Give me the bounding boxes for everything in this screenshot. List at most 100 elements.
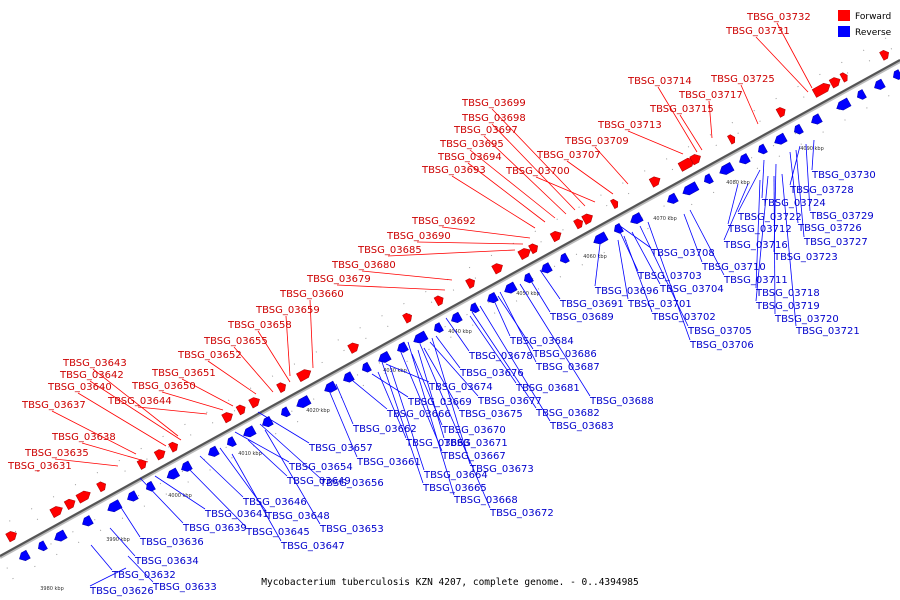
forward-gene-arrow[interactable] xyxy=(75,489,93,504)
forward-gene-label[interactable]: TBSG_03693 xyxy=(421,165,486,176)
forward-gene-label[interactable]: TBSG_03709 xyxy=(564,136,629,147)
forward-gene-label[interactable]: TBSG_03680 xyxy=(331,260,396,271)
reverse-gene-label[interactable]: TBSG_03712 xyxy=(727,224,792,235)
forward-gene-label[interactable]: TBSG_03731 xyxy=(725,26,790,37)
forward-gene-arrow[interactable] xyxy=(610,198,620,209)
reverse-gene-label[interactable]: TBSG_03684 xyxy=(509,336,574,347)
forward-gene-label[interactable]: TBSG_03652 xyxy=(177,350,242,361)
forward-gene-arrow[interactable] xyxy=(549,229,563,243)
forward-gene-label[interactable]: TBSG_03699 xyxy=(461,98,526,109)
forward-gene-label[interactable]: TBSG_03637 xyxy=(21,400,86,411)
reverse-gene-label[interactable]: TBSG_03675 xyxy=(458,409,523,420)
forward-gene-arrow[interactable] xyxy=(839,71,850,83)
reverse-gene-arrow[interactable] xyxy=(144,480,156,493)
reverse-gene-arrow[interactable] xyxy=(702,173,714,186)
reverse-gene-label[interactable]: TBSG_03647 xyxy=(280,541,345,552)
forward-gene-arrow[interactable] xyxy=(63,497,77,511)
reverse-gene-label[interactable]: TBSG_03668 xyxy=(453,495,518,506)
reverse-gene-label[interactable]: TBSG_03639 xyxy=(182,523,247,534)
forward-gene-arrow[interactable] xyxy=(235,403,247,416)
forward-gene-arrow[interactable] xyxy=(581,212,595,225)
reverse-gene-label[interactable]: TBSG_03636 xyxy=(139,537,204,548)
reverse-gene-label[interactable]: TBSG_03711 xyxy=(723,275,788,286)
reverse-gene-label[interactable]: TBSG_03681 xyxy=(515,383,580,394)
forward-gene-label[interactable]: TBSG_03679 xyxy=(306,274,371,285)
reverse-gene-arrow[interactable] xyxy=(855,89,867,101)
forward-gene-arrow[interactable] xyxy=(276,381,288,393)
reverse-gene-label[interactable]: TBSG_03674 xyxy=(428,382,493,393)
reverse-gene-label[interactable]: TBSG_03683 xyxy=(549,421,614,432)
reverse-gene-label[interactable]: TBSG_03667 xyxy=(441,451,506,462)
reverse-gene-arrow[interactable] xyxy=(522,272,534,285)
reverse-gene-label[interactable]: TBSG_03678 xyxy=(468,351,533,362)
reverse-gene-arrow[interactable] xyxy=(432,322,444,335)
reverse-gene-label[interactable]: TBSG_03641 xyxy=(204,509,269,520)
forward-gene-label[interactable]: TBSG_03732 xyxy=(746,12,811,23)
reverse-gene-label[interactable]: TBSG_03696 xyxy=(594,286,659,297)
reverse-gene-arrow[interactable] xyxy=(260,415,274,429)
forward-gene-label[interactable]: TBSG_03640 xyxy=(47,382,112,393)
forward-gene-label[interactable]: TBSG_03644 xyxy=(107,396,172,407)
reverse-gene-arrow[interactable] xyxy=(539,262,553,276)
reverse-gene-arrow[interactable] xyxy=(591,231,609,247)
forward-gene-label[interactable]: TBSG_03655 xyxy=(203,336,268,347)
forward-gene-label[interactable]: TBSG_03658 xyxy=(227,320,292,331)
forward-gene-arrow[interactable] xyxy=(811,81,832,98)
reverse-gene-label[interactable]: TBSG_03719 xyxy=(755,301,820,312)
reverse-gene-arrow[interactable] xyxy=(628,212,644,226)
reverse-gene-label[interactable]: TBSG_03720 xyxy=(774,314,839,325)
reverse-gene-arrow[interactable] xyxy=(36,540,48,553)
reverse-gene-arrow[interactable] xyxy=(125,490,139,504)
reverse-gene-arrow[interactable] xyxy=(279,406,291,419)
reverse-gene-arrow[interactable] xyxy=(80,515,94,529)
reverse-gene-arrow[interactable] xyxy=(179,460,193,474)
reverse-gene-label[interactable]: TBSG_03663 xyxy=(405,438,470,449)
forward-gene-label[interactable]: TBSG_03631 xyxy=(7,461,72,472)
reverse-gene-label[interactable]: TBSG_03661 xyxy=(356,457,421,468)
forward-gene-label[interactable]: TBSG_03694 xyxy=(437,152,502,163)
reverse-gene-label[interactable]: TBSG_03626 xyxy=(89,586,154,597)
reverse-gene-arrow[interactable] xyxy=(52,529,68,544)
forward-gene-arrow[interactable] xyxy=(136,458,148,470)
reverse-gene-label[interactable]: TBSG_03716 xyxy=(723,240,788,251)
reverse-gene-arrow[interactable] xyxy=(772,132,788,147)
reverse-gene-label[interactable]: TBSG_03632 xyxy=(111,570,176,581)
reverse-gene-label[interactable]: TBSG_03724 xyxy=(761,198,826,209)
forward-gene-arrow[interactable] xyxy=(689,152,703,166)
forward-gene-label[interactable]: TBSG_03697 xyxy=(453,125,518,136)
forward-gene-arrow[interactable] xyxy=(433,294,445,307)
reverse-gene-arrow[interactable] xyxy=(206,445,220,459)
reverse-gene-arrow[interactable] xyxy=(558,252,570,265)
reverse-gene-arrow[interactable] xyxy=(502,281,518,296)
reverse-gene-label[interactable]: TBSG_03653 xyxy=(319,524,384,535)
reverse-gene-label[interactable]: TBSG_03634 xyxy=(134,556,199,567)
forward-gene-label[interactable]: TBSG_03660 xyxy=(279,289,344,300)
forward-gene-arrow[interactable] xyxy=(828,75,842,89)
reverse-gene-label[interactable]: TBSG_03718 xyxy=(755,288,820,299)
forward-gene-arrow[interactable] xyxy=(465,277,477,289)
reverse-gene-arrow[interactable] xyxy=(737,153,751,166)
reverse-gene-arrow[interactable] xyxy=(872,78,886,92)
reverse-gene-label[interactable]: TBSG_03666 xyxy=(386,409,451,420)
reverse-gene-arrow[interactable] xyxy=(756,143,768,156)
reverse-gene-label[interactable]: TBSG_03673 xyxy=(469,464,534,475)
reverse-gene-label[interactable]: TBSG_03710 xyxy=(701,262,766,273)
forward-gene-label[interactable]: TBSG_03698 xyxy=(461,113,526,124)
forward-gene-label[interactable]: TBSG_03714 xyxy=(627,76,692,87)
reverse-gene-label[interactable]: TBSG_03729 xyxy=(809,211,874,222)
forward-gene-arrow[interactable] xyxy=(296,367,313,383)
reverse-gene-label[interactable]: TBSG_03676 xyxy=(459,368,524,379)
forward-gene-arrow[interactable] xyxy=(727,133,737,145)
reverse-gene-label[interactable]: TBSG_03665 xyxy=(422,483,487,494)
reverse-gene-arrow[interactable] xyxy=(225,436,237,449)
reverse-gene-arrow[interactable] xyxy=(485,291,499,305)
reverse-gene-arrow[interactable] xyxy=(717,162,735,177)
forward-gene-label[interactable]: TBSG_03638 xyxy=(51,432,116,443)
reverse-gene-arrow[interactable] xyxy=(395,341,409,355)
reverse-gene-arrow[interactable] xyxy=(411,330,429,346)
reverse-gene-label[interactable]: TBSG_03705 xyxy=(687,326,752,337)
reverse-gene-arrow[interactable] xyxy=(341,371,355,385)
reverse-gene-label[interactable]: TBSG_03704 xyxy=(659,284,724,295)
reverse-gene-label[interactable]: TBSG_03688 xyxy=(589,396,654,407)
reverse-gene-arrow[interactable] xyxy=(468,302,480,315)
